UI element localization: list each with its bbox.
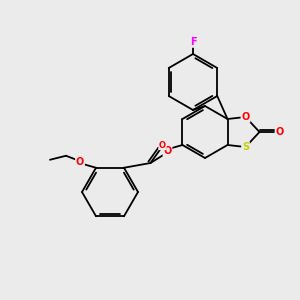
- Text: O: O: [242, 112, 250, 122]
- Text: O: O: [159, 140, 166, 149]
- Text: F: F: [190, 37, 196, 47]
- Text: S: S: [242, 142, 249, 152]
- Text: O: O: [76, 157, 84, 167]
- Text: O: O: [275, 127, 284, 137]
- Text: O: O: [164, 146, 172, 156]
